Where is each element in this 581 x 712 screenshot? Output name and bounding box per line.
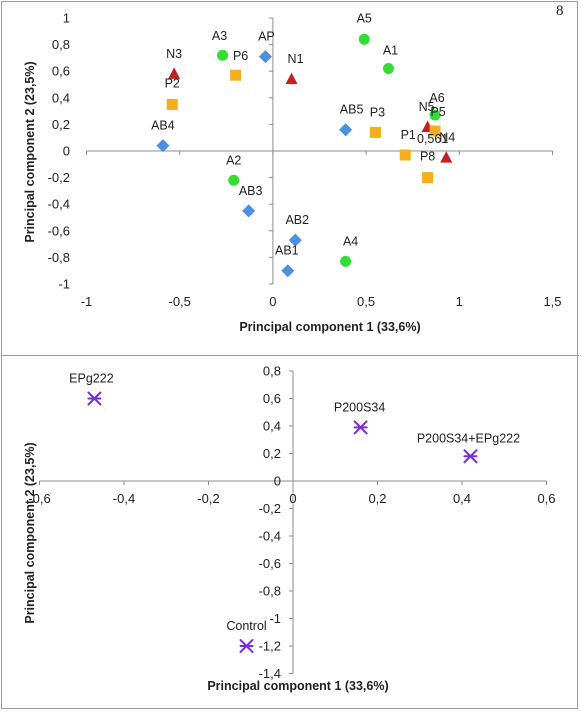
top-y-tick-label: 0 <box>63 144 70 159</box>
label-a4: A4 <box>343 234 358 248</box>
label-a2: A2 <box>226 153 241 167</box>
label-a1: A1 <box>383 44 398 58</box>
top-y-tick-label: -0,8 <box>48 250 70 265</box>
label-n3: N3 <box>166 47 182 61</box>
point-ab1 <box>281 264 295 278</box>
top-x-tick-label: -1 <box>81 294 93 309</box>
top-y-tick-label: -1 <box>58 277 70 292</box>
point-p8 <box>422 172 434 184</box>
top-tick-labels: -1 -0,5 0 0,5 1 1,5 1 0,8 0,6 0,4 0,2 0 -0,2 -0,4 -0,6… <box>48 11 562 310</box>
top-x-tick-label: 1 <box>456 294 463 309</box>
label-a6: A6 <box>429 91 444 105</box>
top-y-tick-label: 0,2 <box>52 117 70 132</box>
point-ap <box>258 50 272 64</box>
top-y-tick-label: 0,4 <box>52 90 70 105</box>
top-x-axis-title: Principal component 1 (33,6%) <box>239 320 420 334</box>
label-n1: N1 <box>288 52 304 66</box>
top-y-tick-label: -0,6 <box>48 223 70 238</box>
label-ab3: AB3 <box>239 184 263 198</box>
label-a3: A3 <box>212 29 227 43</box>
panel-divider <box>1 355 579 356</box>
point-ab2 <box>288 233 302 247</box>
point-p6 <box>230 69 242 81</box>
label-p5: P5 <box>430 105 445 119</box>
top-annotation: 0,561 <box>417 132 448 146</box>
point-p1 <box>399 149 411 161</box>
point-n4 <box>440 151 453 163</box>
top-axes <box>86 17 553 285</box>
label-ab1: AB1 <box>275 244 299 258</box>
label-a5: A5 <box>357 11 372 25</box>
label-p1: P1 <box>401 128 416 142</box>
label-n4: N4 <box>439 131 455 145</box>
label-p8: P8 <box>420 150 435 164</box>
point-a3 <box>217 49 229 61</box>
label-ab2: AB2 <box>285 213 309 227</box>
point-a4 <box>340 255 352 267</box>
top-y-axis-title: Principal component 2 (23,5%) <box>23 61 37 242</box>
label-ab5: AB5 <box>340 103 364 117</box>
point-a6 <box>429 109 441 121</box>
top-points <box>156 33 453 278</box>
point-n3 <box>168 67 181 79</box>
pca-chart-top: -1 -0,5 0 0,5 1 1,5 1 0,8 0,6 0,4 0,2 0 -0,2 -0,4 -0,6… <box>23 11 562 335</box>
label-p3: P3 <box>370 105 385 119</box>
point-ab3 <box>242 204 256 218</box>
top-x-tick-label: 0,5 <box>357 294 375 309</box>
point-a2 <box>228 174 240 186</box>
top-y-tick-label: -0,4 <box>48 197 70 212</box>
top-y-tick-label: -0,2 <box>48 170 70 185</box>
point-a5 <box>358 33 370 45</box>
label-p2: P2 <box>165 76 180 90</box>
point-p2 <box>166 98 178 110</box>
label-p6: P6 <box>233 49 248 63</box>
label-ap: AP <box>258 30 275 44</box>
top-point-labels: A5 A1 A3 A6 A2 A4 AP AB5 AB4 AB3 AB2 AB1 N3 N1 N5 N4 P6 P… <box>151 11 455 257</box>
point-ab4 <box>156 139 170 153</box>
point-a1 <box>382 63 394 75</box>
top-x-tick-label: 0 <box>269 294 276 309</box>
point-p3 <box>369 126 381 138</box>
point-p5 <box>429 125 441 137</box>
top-x-tick-label: -0,5 <box>168 294 190 309</box>
top-y-tick-label: 0,6 <box>52 64 70 79</box>
label-ab4: AB4 <box>151 119 175 133</box>
page-number: 8 <box>556 3 564 19</box>
point-ab5 <box>339 123 353 137</box>
top-y-tick-label: 0,8 <box>52 37 70 52</box>
point-n1 <box>285 72 298 85</box>
top-y-tick-label: 1 <box>63 11 70 26</box>
label-n5: N5 <box>419 100 435 114</box>
top-x-tick-label: 1,5 <box>543 294 561 309</box>
